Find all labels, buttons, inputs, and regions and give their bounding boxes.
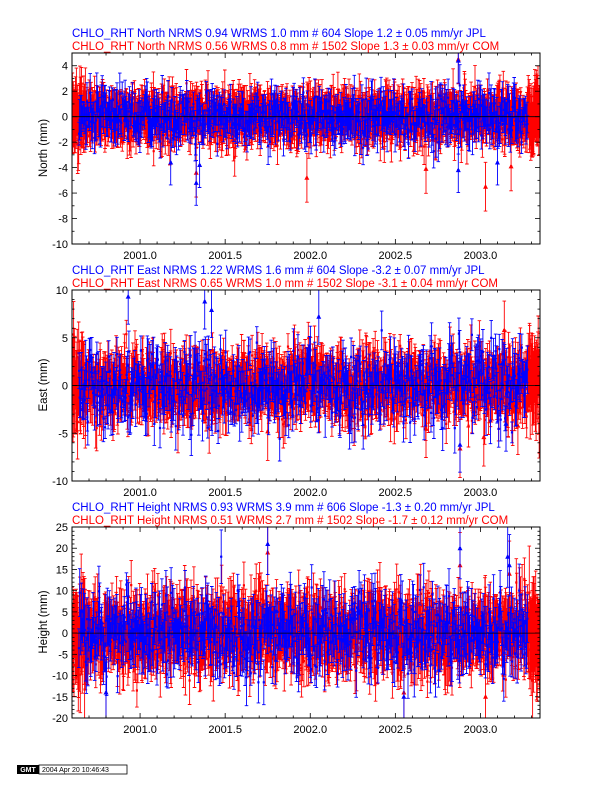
series-layer [72,290,540,479]
outlier-marker [506,562,512,568]
y-tick-label: 5 [62,607,68,619]
outlier-marker [483,694,489,699]
outlier-marker [494,160,500,165]
y-tick-label: 10 [56,586,68,598]
series-layer [72,527,540,718]
y-tick-label: 15 [56,564,68,576]
outlier-marker [316,314,322,319]
legend-series-com: CHLO_RHT North NRMS 0.56 WRMS 0.8 mm # 1… [72,41,499,53]
outlier-marker [457,442,463,447]
outlier-marker [481,434,487,440]
x-tick-label: 2001.5 [208,724,242,736]
north-plot-area: 4 2 0 -2 -4 -6 -8 -10 2001.0 2001.5 2002.0 2002.5 20… [52,52,541,262]
series-jpl [77,53,530,206]
legend-series-jpl: CHLO_RHT North NRMS 0.94 WRMS 1.0 mm # 6… [72,28,486,40]
outlier-marker [508,163,514,169]
east-plot-area: 10 5 0 -5 -10 2001.0 2001.5 2002.0 2002.5 2003.0 [52,285,541,499]
x-tick-label: 2001.0 [123,487,157,499]
x-tick-label: 2003.0 [464,724,498,736]
outlier-marker [455,58,461,63]
outlier-marker [209,307,215,313]
series-jpl [77,527,530,718]
panel-height: CHLO_RHT Height NRMS 0.93 WRMS 3.9 mm # … [38,502,541,736]
outlier-marker [193,180,199,185]
outlier-marker [197,162,203,168]
y-tick-label: 0 [62,112,68,124]
y-tick-label: 25 [56,522,68,534]
plot-frame [71,526,541,719]
outlier-marker [265,428,271,434]
x-tick-label: 2002.0 [293,724,327,736]
x-tick-label: 2001.5 [208,250,242,262]
y-tick-label: -10 [52,671,68,683]
outlier-marker [501,327,507,333]
x-tick-label: 2003.0 [464,487,498,499]
y-tick-label: -5 [58,649,68,661]
plot-frame [71,52,541,245]
gmt-timestamp: GMT 2004 Apr 20 10:46:43 [17,764,128,775]
legend-series-com: CHLO_RHT Height NRMS 0.51 WRMS 2.7 mm # … [72,515,508,527]
stamp-text: 2004 Apr 20 10:46:43 [42,767,109,774]
outlier-marker [265,541,271,546]
x-tick-label: 2001.0 [123,724,157,736]
y-tick-label: -2 [58,137,68,149]
y-tick-label: -4 [58,163,68,175]
height-plot-area: 25 20 15 10 5 0 -5 -10 -15 -20 2001.0 2001.5 2002.0 2… [52,522,541,736]
y-tick-label: -8 [58,214,68,226]
x-tick-label: 2002.5 [379,724,413,736]
panel-east: CHLO_RHT East NRMS 1.22 WRMS 1.6 mm # 60… [38,265,541,499]
stamp-box [38,764,128,775]
x-tick-label: 2001.0 [123,250,157,262]
x-tick-label: 2002.0 [293,250,327,262]
outlier-marker [483,184,489,189]
y-tick-label: 0 [62,381,68,393]
y-tick-label: 20 [56,543,68,555]
y-tick-label: 5 [62,333,68,345]
outlier-marker [457,545,463,551]
gmt-logo: GMT [20,767,36,774]
y-tick-label: -10 [52,476,68,488]
panel-north: CHLO_RHT North NRMS 0.94 WRMS 1.0 mm # 6… [38,28,541,262]
x-tick-label: 2002.5 [379,250,413,262]
y-tick-label: 2 [62,86,68,98]
north-y-axis-label: North (mm) [38,119,50,177]
outlier-marker [503,421,509,426]
legend-series-jpl: CHLO_RHT East NRMS 1.22 WRMS 1.6 mm # 60… [72,265,485,277]
outlier-marker [423,166,429,171]
y-tick-label: 4 [62,61,68,73]
y-tick-label: -10 [52,239,68,251]
x-tick-label: 2003.0 [464,250,498,262]
outlier-marker [125,294,131,299]
outlier-marker [202,298,208,304]
series-layer [72,53,540,212]
y-tick-label: 10 [56,285,68,297]
legend-series-com: CHLO_RHT East NRMS 0.65 WRMS 1.0 mm # 15… [72,278,498,290]
x-tick-label: 2001.5 [208,487,242,499]
legend-series-jpl: CHLO_RHT Height NRMS 0.93 WRMS 3.9 mm # … [72,502,495,514]
outlier-marker [304,175,310,180]
outlier-marker [423,425,429,431]
y-tick-label: 0 [62,628,68,640]
x-tick-label: 2002.5 [379,487,413,499]
outlier-marker [103,690,109,695]
gmt-logo-box [17,765,39,774]
outlier-marker [401,694,407,699]
outlier-marker [168,160,174,165]
east-y-axis-label: East (mm) [38,358,50,411]
y-tick-label: -5 [58,428,68,440]
y-tick-label: -15 [52,692,68,704]
y-tick-label: -20 [52,713,68,725]
data-points [77,542,529,698]
x-tick-label: 2002.0 [293,487,327,499]
outlier-marker [455,167,461,173]
height-y-axis-label: Height (mm) [38,590,50,653]
y-tick-label: -6 [58,188,68,200]
outlier-marker [505,554,511,559]
